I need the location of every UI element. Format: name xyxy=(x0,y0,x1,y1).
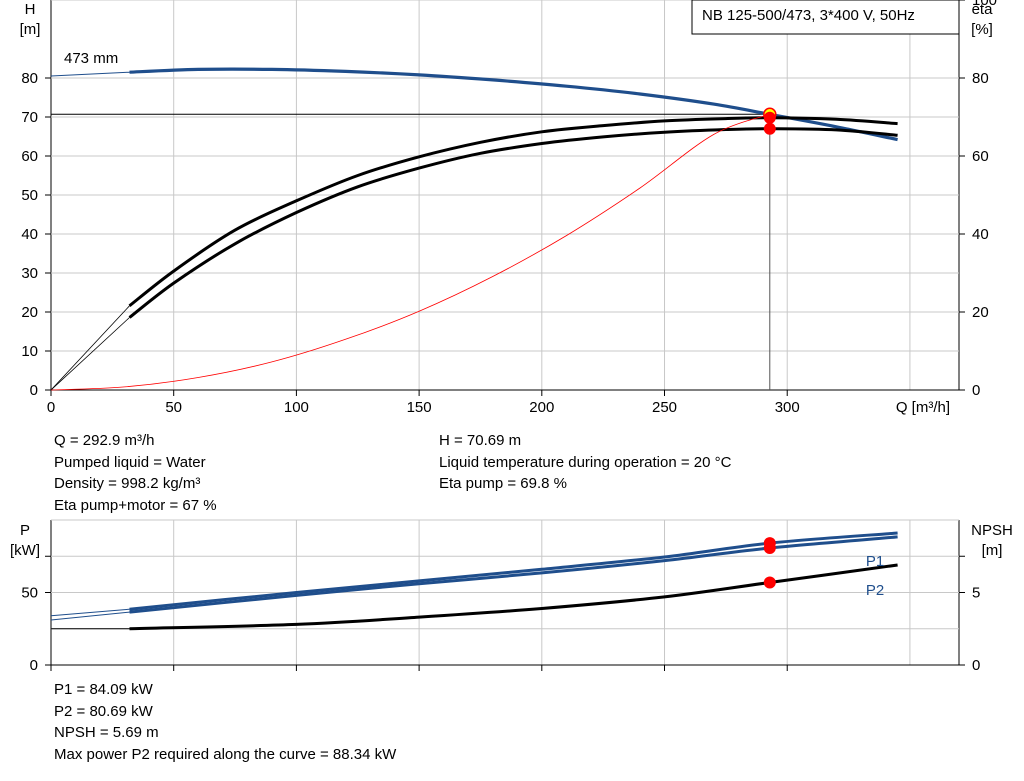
pump-title: NB 125-500/473, 3*400 V, 50Hz xyxy=(702,7,915,24)
y-tick-label: 0 xyxy=(30,382,38,399)
y2-axis-title: eta xyxy=(972,1,994,18)
info-p1: P1 = 84.09 kW xyxy=(54,681,153,698)
y2-tick-label: 100 xyxy=(972,0,997,9)
x-tick-label: 250 xyxy=(652,399,677,416)
p1-curve-extension xyxy=(50,608,130,617)
p-tick-label: 0 xyxy=(30,657,38,674)
y-tick-label: 30 xyxy=(21,265,38,282)
info-liquid-temperature: Liquid temperature during operation = 20… xyxy=(439,453,732,471)
eta-curve-extension xyxy=(50,317,130,391)
npsh-axis-title: NPSH xyxy=(971,522,1013,539)
power-info: P1 = 84.09 kW P2 = 80.69 kW NPSH = 5.69 … xyxy=(54,679,396,765)
p2-duty-marker xyxy=(763,541,776,554)
eta-duty-marker xyxy=(763,111,776,124)
head-curve-extension xyxy=(50,71,130,77)
info-eta-pump-motor: Eta pump+motor = 67 % xyxy=(54,496,217,514)
x-tick-label: 150 xyxy=(407,399,432,416)
x-tick-label: 100 xyxy=(284,399,309,416)
y-tick-label: 40 xyxy=(21,226,38,243)
npsh-tick-label: 5 xyxy=(972,585,980,602)
p2-curve xyxy=(129,535,898,614)
y-axis-title: H xyxy=(25,1,36,18)
y-tick-label: 80 xyxy=(21,70,38,87)
eta-duty-marker xyxy=(763,122,776,135)
y-tick-label: 70 xyxy=(21,109,38,126)
eta-curve-extension xyxy=(50,305,130,391)
npsh-tick-label: 0 xyxy=(972,657,980,674)
duty-info-left: Q = 292.9 m³/h Pumped liquid = Water Den… xyxy=(54,430,217,516)
y2-tick-label: 0 xyxy=(972,382,980,399)
info-head: H = 70.69 m xyxy=(439,432,522,449)
y2-tick-label: 60 xyxy=(972,148,989,165)
p-axis-title: P xyxy=(20,522,30,539)
eta-pump-curve xyxy=(128,116,898,307)
x-tick-label: 300 xyxy=(775,399,800,416)
y-tick-label: 50 xyxy=(21,187,38,204)
y-tick-label: 60 xyxy=(21,148,38,165)
y2-axis-unit: [%] xyxy=(971,21,993,38)
info-flow: Q = 292.9 m³/h xyxy=(54,432,155,449)
y-tick-label: 10 xyxy=(21,343,38,360)
info-npsh: NPSH = 5.69 m xyxy=(54,724,159,741)
info-liquid: Pumped liquid = Water xyxy=(54,453,206,471)
eta-pump-motor-curve xyxy=(128,127,898,319)
info-eta-pump: Eta pump = 69.8 % xyxy=(439,475,567,492)
title-box xyxy=(691,0,960,35)
y-axis-unit: [m] xyxy=(20,21,41,38)
y2-tick-label: 80 xyxy=(972,70,989,87)
y2-tick-label: 20 xyxy=(972,304,989,321)
npsh-duty-marker xyxy=(763,576,776,589)
x-axis-label: Q [m³/h] xyxy=(896,399,950,416)
duty-info-right: H = 70.69 m Liquid temperature during op… xyxy=(439,430,731,495)
p2-curve-extension xyxy=(50,611,130,621)
npsh-axis-unit: [m] xyxy=(982,542,1003,559)
x-tick-label: 200 xyxy=(529,399,554,416)
p2-curve-label: P2 xyxy=(866,582,884,599)
impeller-diameter-label: 473 mm xyxy=(64,50,118,67)
p-axis-unit: [kW] xyxy=(10,542,40,559)
info-max-power: Max power P2 required along the curve = … xyxy=(54,745,397,763)
y-tick-label: 20 xyxy=(21,304,38,321)
info-density: Density = 998.2 kg/m³ xyxy=(54,475,201,492)
p1-curve-label: P1 xyxy=(866,553,884,570)
p-tick-label: 50 xyxy=(21,585,38,602)
info-p2: P2 = 80.69 kW xyxy=(54,702,153,720)
x-tick-label: 0 xyxy=(47,399,55,416)
p1-curve xyxy=(129,531,898,611)
x-tick-label: 50 xyxy=(165,399,182,416)
y2-tick-label: 40 xyxy=(972,226,989,243)
system-curve xyxy=(50,113,770,391)
